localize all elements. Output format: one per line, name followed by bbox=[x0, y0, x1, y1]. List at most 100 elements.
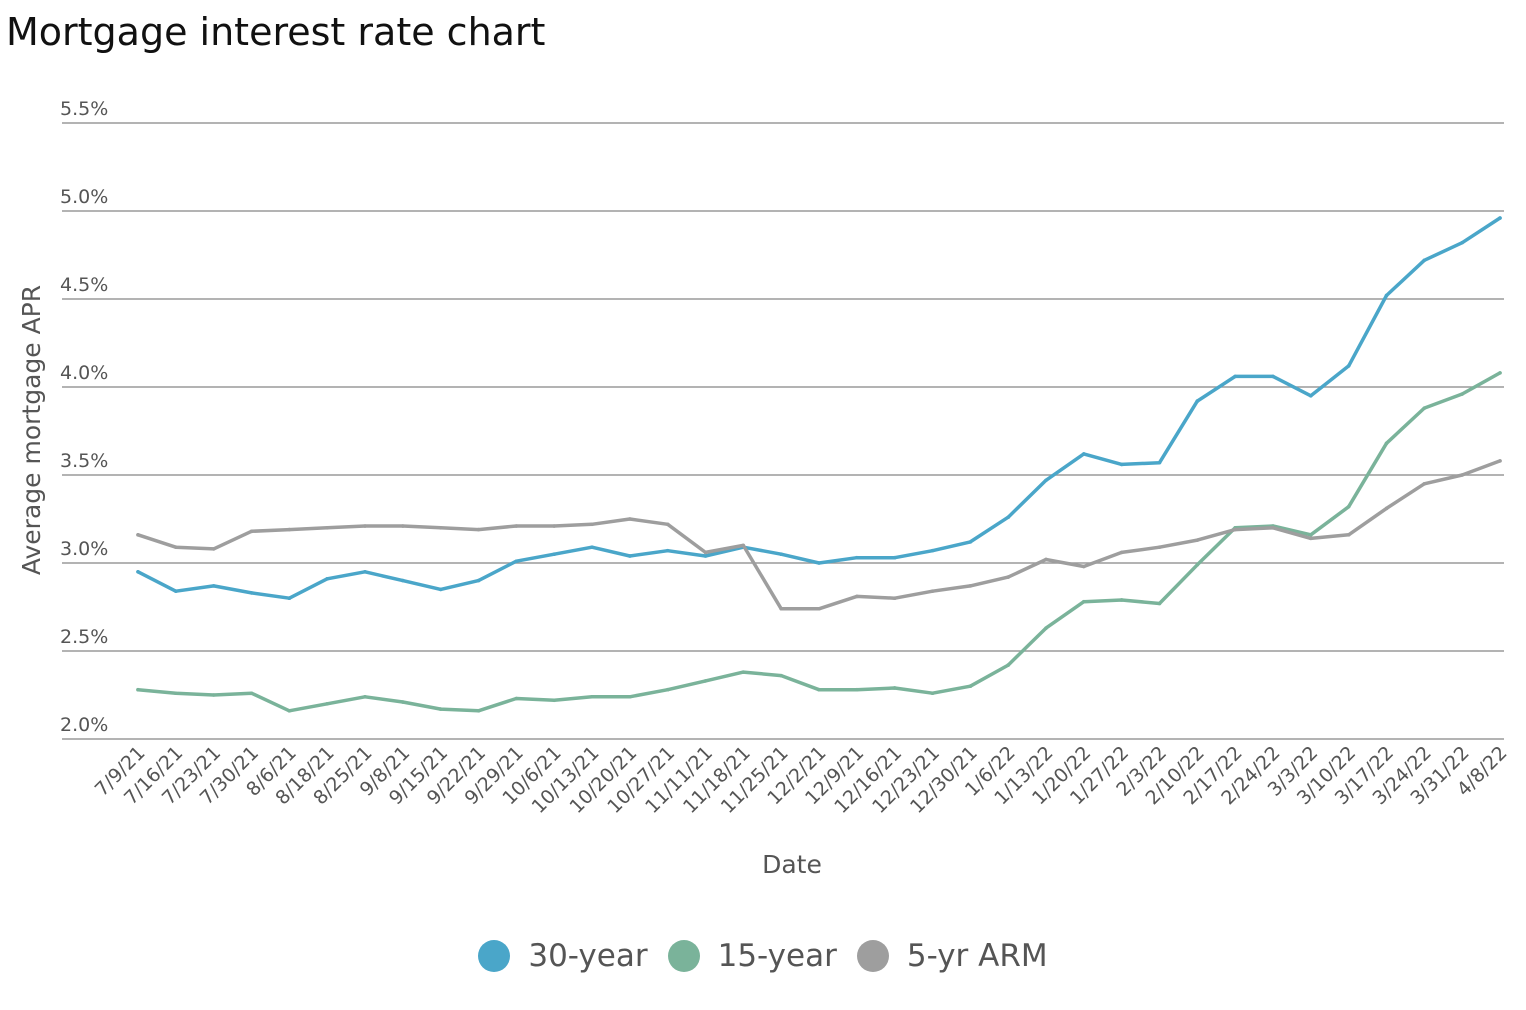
data-point bbox=[1044, 478, 1048, 483]
data-point bbox=[628, 517, 632, 521]
data-point bbox=[1422, 482, 1427, 486]
data-point bbox=[1157, 545, 1162, 549]
data-point bbox=[1460, 473, 1464, 477]
data-point bbox=[1157, 601, 1162, 606]
data-point bbox=[968, 540, 973, 544]
y-tick-label: 5.0% bbox=[60, 186, 108, 208]
legend-item: 30-year bbox=[478, 938, 648, 974]
data-point bbox=[1195, 399, 1200, 403]
legend-swatch bbox=[478, 940, 511, 972]
legend-item: 15-year bbox=[667, 938, 837, 974]
data-point bbox=[325, 702, 329, 706]
data-point bbox=[590, 545, 594, 549]
y-tick-label: 2.5% bbox=[60, 626, 108, 648]
y-tick-label: 4.0% bbox=[60, 362, 108, 384]
data-point bbox=[892, 596, 897, 600]
data-point bbox=[892, 555, 897, 560]
data-point bbox=[1498, 216, 1502, 220]
data-point bbox=[174, 691, 178, 696]
data-point bbox=[892, 686, 897, 690]
data-point bbox=[665, 548, 670, 553]
data-point bbox=[552, 552, 556, 556]
data-point bbox=[438, 707, 443, 711]
data-point bbox=[930, 548, 935, 553]
data-point bbox=[628, 694, 632, 699]
series-line-15-year bbox=[136, 371, 1502, 713]
legend-swatch bbox=[667, 940, 700, 972]
data-point bbox=[1119, 598, 1124, 602]
y-axis-ticks: 2.0% 2.5% 3.0% 3.5% 4.0% 4.5% 5.0% 5.5% bbox=[60, 98, 108, 736]
data-point bbox=[211, 584, 216, 588]
y-tick-label: 4.5% bbox=[60, 274, 108, 296]
data-point bbox=[325, 577, 329, 581]
data-point bbox=[741, 543, 746, 548]
data-point bbox=[401, 578, 405, 583]
data-point bbox=[552, 698, 556, 703]
data-point bbox=[287, 709, 292, 713]
data-point bbox=[1006, 515, 1010, 520]
x-axis-ticks: 7/9/217/16/217/23/217/30/218/6/218/18/21… bbox=[91, 742, 1512, 818]
data-point bbox=[855, 555, 859, 560]
legend-label: 15-year bbox=[717, 938, 837, 974]
data-point bbox=[741, 670, 746, 674]
data-point bbox=[287, 527, 292, 532]
data-point bbox=[1460, 392, 1464, 396]
data-point bbox=[1233, 527, 1237, 532]
data-point bbox=[1271, 526, 1275, 530]
legend: 30-year 15-year 5-yr ARM bbox=[0, 938, 1526, 980]
data-point bbox=[817, 687, 821, 692]
data-point bbox=[363, 694, 367, 699]
data-point bbox=[1006, 663, 1010, 667]
data-point bbox=[1498, 371, 1502, 375]
data-point bbox=[1309, 394, 1313, 398]
data-point bbox=[1195, 538, 1200, 542]
data-point bbox=[1082, 599, 1086, 604]
data-point bbox=[703, 679, 708, 683]
data-point bbox=[930, 589, 935, 593]
y-axis-label: Average mortgage APR bbox=[17, 285, 46, 575]
data-point bbox=[1346, 533, 1351, 537]
data-point bbox=[1006, 575, 1010, 579]
data-point bbox=[779, 673, 783, 678]
y-tick-label: 3.0% bbox=[60, 538, 108, 560]
data-point bbox=[514, 559, 519, 564]
data-point bbox=[1119, 462, 1124, 467]
data-point bbox=[363, 524, 367, 528]
data-point bbox=[665, 522, 670, 527]
legend-label: 30-year bbox=[528, 938, 648, 974]
data-point bbox=[1119, 550, 1124, 555]
data-point bbox=[401, 700, 405, 704]
data-point bbox=[628, 554, 632, 558]
data-point bbox=[325, 526, 329, 530]
data-point bbox=[136, 533, 140, 537]
data-point bbox=[779, 552, 783, 556]
data-point bbox=[590, 694, 594, 699]
y-tick-label: 5.5% bbox=[60, 98, 108, 120]
data-point bbox=[1309, 536, 1313, 541]
data-point bbox=[968, 684, 973, 688]
data-point bbox=[855, 687, 859, 692]
data-point bbox=[211, 547, 216, 551]
data-point bbox=[855, 594, 859, 599]
data-point bbox=[1082, 564, 1086, 569]
data-point bbox=[1346, 364, 1351, 368]
gridlines bbox=[62, 122, 1504, 740]
data-point bbox=[136, 570, 140, 574]
data-point bbox=[476, 709, 481, 713]
data-point bbox=[552, 524, 556, 528]
data-point bbox=[174, 545, 178, 549]
data-point bbox=[930, 691, 935, 696]
data-point bbox=[249, 529, 254, 534]
data-point bbox=[1346, 504, 1351, 509]
data-point bbox=[249, 591, 254, 595]
data-point bbox=[1498, 459, 1502, 463]
data-point bbox=[1195, 562, 1200, 567]
data-point bbox=[968, 584, 973, 588]
series-lines bbox=[136, 216, 1502, 713]
x-axis-label: Date bbox=[762, 850, 822, 879]
data-point bbox=[136, 687, 140, 692]
legend-item: 5-yr ARM bbox=[856, 938, 1048, 974]
data-point bbox=[703, 550, 708, 555]
data-point bbox=[476, 578, 481, 583]
data-point bbox=[514, 524, 519, 528]
